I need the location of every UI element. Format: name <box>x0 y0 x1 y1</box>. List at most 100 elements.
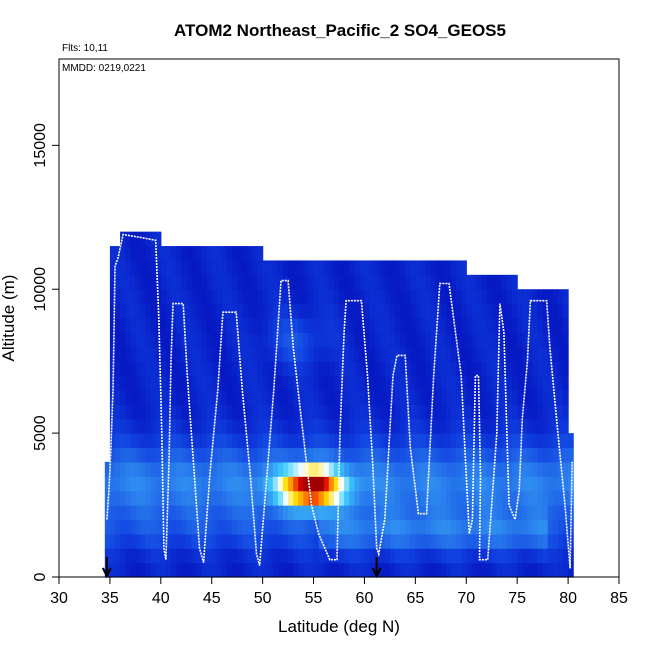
heatmap-cell <box>349 433 355 449</box>
heatmap-cell <box>339 519 345 535</box>
heatmap-cell <box>125 433 131 449</box>
heatmap-cell <box>201 303 208 319</box>
heatmap-cell <box>425 505 432 521</box>
heatmap-cell <box>537 461 544 477</box>
heatmap-cell <box>395 361 401 377</box>
heatmap-cell <box>420 318 427 333</box>
heatmap-cell <box>512 274 518 290</box>
heatmap-cell <box>247 433 254 449</box>
heatmap-cell <box>227 490 233 506</box>
heatmap-cell <box>130 289 136 305</box>
heatmap-cell <box>542 519 549 535</box>
heatmap-cell <box>445 533 452 549</box>
heatmap-cell <box>435 533 442 549</box>
heatmap-cell <box>323 274 330 290</box>
heatmap-cell <box>140 361 147 377</box>
heatmap-cell <box>323 562 330 578</box>
heatmap-cell <box>451 389 457 405</box>
heatmap-cell <box>405 505 411 521</box>
heatmap-cell <box>507 389 513 405</box>
heatmap-cell <box>486 332 493 348</box>
heatmap-cell <box>283 361 289 377</box>
heatmap-cell <box>221 519 228 535</box>
heatmap-cell <box>232 505 238 521</box>
heatmap-cell <box>405 318 411 333</box>
heatmap-cell <box>196 318 203 333</box>
heatmap-cell <box>395 562 401 578</box>
heatmap-cell <box>451 490 457 506</box>
heatmap-cell <box>344 404 350 420</box>
heatmap-cell <box>206 447 213 463</box>
heatmap-cell <box>461 274 467 290</box>
heatmap-cell <box>410 260 416 276</box>
heatmap-cell <box>435 260 442 276</box>
heatmap-cell <box>481 318 488 333</box>
heatmap-cell <box>267 289 274 305</box>
heatmap-cell <box>359 476 366 492</box>
heatmap-cell <box>517 361 523 377</box>
x-tick-label: 45 <box>203 590 221 607</box>
heatmap-cell <box>160 389 167 405</box>
heatmap-cell <box>496 548 503 564</box>
heatmap-cells <box>104 231 574 578</box>
heatmap-cell <box>501 404 508 420</box>
heatmap-cell <box>339 303 345 319</box>
heatmap-cell <box>527 562 534 578</box>
heatmap-cell <box>181 404 187 420</box>
heatmap-cell <box>262 318 269 333</box>
heatmap-cell <box>445 476 452 492</box>
heatmap-cell <box>109 548 116 564</box>
heatmap-cell <box>206 318 213 333</box>
heatmap-cell <box>298 533 304 549</box>
heatmap-cell <box>389 332 396 348</box>
heatmap-cell <box>440 490 447 506</box>
heatmap-cell <box>242 289 248 305</box>
heatmap-cell <box>221 404 228 420</box>
heatmap-cell <box>242 404 248 420</box>
heatmap-cell <box>542 289 549 305</box>
heatmap-cell <box>181 476 187 492</box>
heatmap-cell <box>155 318 162 333</box>
heatmap-cell <box>430 533 437 549</box>
heatmap-cell <box>130 447 136 463</box>
heatmap-cell <box>150 246 157 262</box>
heatmap-cell <box>451 361 457 377</box>
heatmap-cell <box>242 476 248 492</box>
heatmap-cell <box>130 389 136 405</box>
heatmap-cell <box>333 461 340 477</box>
heatmap-cell <box>400 389 406 405</box>
heatmap-cell <box>456 447 462 463</box>
heatmap-cell <box>267 389 274 405</box>
heatmap-cell <box>461 519 467 535</box>
heatmap-cell <box>277 332 284 348</box>
heatmap-cell <box>125 274 131 290</box>
heatmap-cell <box>384 433 391 449</box>
heatmap-cell <box>115 548 121 564</box>
heatmap-cell <box>283 346 289 362</box>
heatmap-cell <box>445 461 452 477</box>
heatmap-cell <box>435 447 442 463</box>
heatmap-cell <box>201 289 208 305</box>
heatmap-cell <box>512 332 518 348</box>
heatmap-cell <box>145 260 152 276</box>
heatmap-cell <box>425 447 432 463</box>
heatmap-cell <box>318 260 325 276</box>
heatmap-cell <box>298 303 304 319</box>
heatmap-cell <box>415 303 422 319</box>
heatmap-cell <box>272 389 279 405</box>
heatmap-cell <box>191 303 198 319</box>
heatmap-cell <box>135 461 142 477</box>
heatmap-cell <box>120 533 126 549</box>
heatmap-cell <box>384 332 391 348</box>
heatmap-cell <box>481 346 488 362</box>
heatmap-cell <box>186 332 192 348</box>
heatmap-cell <box>181 490 187 506</box>
heatmap-cell <box>328 318 335 333</box>
heatmap-cell <box>125 562 131 578</box>
heatmap-cell <box>532 562 539 578</box>
heatmap-cell <box>186 274 192 290</box>
heatmap-cell <box>227 418 233 434</box>
heatmap-cell <box>125 231 131 247</box>
heatmap-cell <box>496 447 503 463</box>
heatmap-cell <box>379 476 386 492</box>
